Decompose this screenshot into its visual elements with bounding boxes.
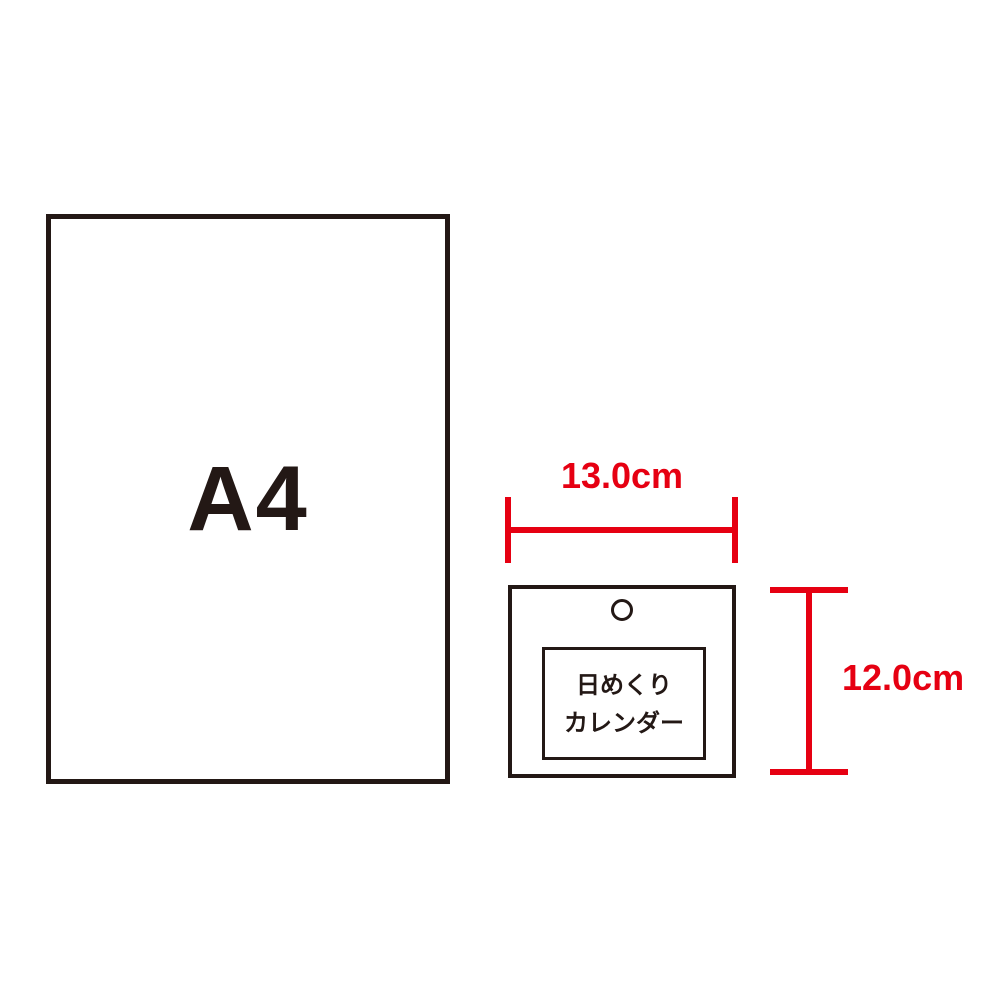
width-dimension-line [505,527,738,533]
calendar-label-line-2: カレンダー [564,708,684,737]
calendar-outline: 日めくり カレンダー [508,585,736,778]
calendar-label-line-1: 日めくり [576,670,672,699]
width-dimension-label: 13.0cm [560,455,684,496]
a4-sheet-outline: A4 [46,214,450,784]
height-dimension-label: 12.0cm [842,657,965,698]
calendar-label-frame: 日めくり カレンダー [542,647,706,760]
a4-label: A4 [187,448,309,550]
hanging-hole-icon [611,599,633,621]
height-dimension-line [806,587,812,775]
